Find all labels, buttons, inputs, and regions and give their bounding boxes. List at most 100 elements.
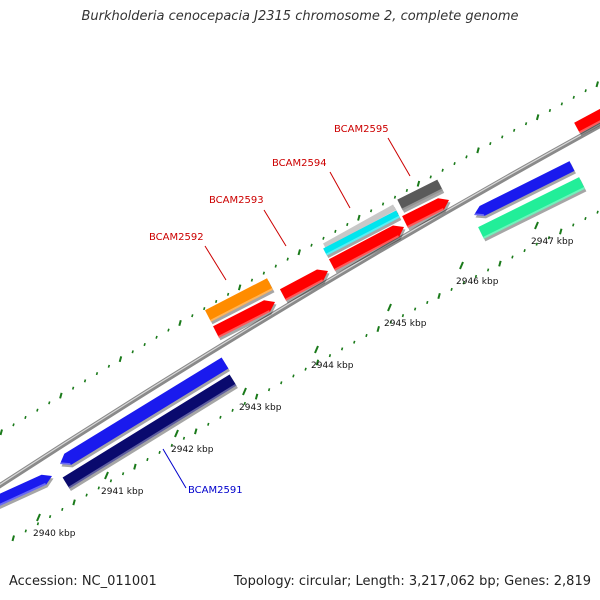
tick-mark	[315, 359, 320, 366]
tick-mark	[559, 228, 563, 235]
scale-tick: 2945 kbp	[384, 303, 427, 329]
tick-mark	[207, 422, 210, 426]
tick-mark	[167, 328, 170, 332]
gene-red-1[interactable]	[213, 300, 277, 341]
tick-mark	[334, 229, 337, 233]
tick-mark	[413, 307, 417, 311]
tick-mark	[297, 249, 301, 256]
tick-mark	[357, 214, 361, 221]
tick-mark	[36, 522, 40, 526]
tick-mark	[231, 408, 234, 412]
tick-mark	[11, 535, 15, 542]
chromosome-backbone	[0, 122, 600, 489]
scale-label: 2942 kbp	[171, 445, 214, 455]
tick-mark	[131, 350, 134, 354]
tick-mark	[286, 257, 289, 261]
gene-blue-left[interactable]	[0, 474, 54, 510]
tick-mark	[304, 367, 307, 371]
tick-mark	[214, 299, 218, 304]
tick-mark	[12, 423, 15, 427]
tick-mark	[203, 306, 206, 311]
tick-mark	[250, 278, 254, 282]
scale-label: 2947 kbp	[531, 237, 574, 247]
tick-mark	[437, 293, 441, 300]
scale-label: 2945 kbp	[384, 319, 427, 329]
tick-mark	[121, 472, 125, 476]
tick-mark	[381, 202, 385, 206]
tick-mark	[547, 236, 551, 240]
scale-label: 2941 kbp	[101, 487, 144, 497]
tick-mark	[369, 209, 373, 213]
tick-mark	[340, 347, 344, 351]
tick-mark	[24, 415, 27, 420]
gene-mint[interactable]	[478, 177, 587, 242]
tick-mark	[0, 429, 3, 436]
tick-mark	[572, 95, 575, 99]
tick-mark	[267, 388, 271, 392]
tick-mark	[158, 450, 161, 454]
tick-mark	[59, 392, 63, 399]
tick-mark	[535, 114, 540, 121]
tick-mark	[143, 342, 146, 347]
leader-line	[263, 209, 287, 247]
tick-mark	[274, 264, 277, 268]
gene-bcam2591-blue[interactable]	[58, 357, 230, 468]
tick-mark	[170, 443, 173, 447]
tick-mark	[489, 141, 492, 146]
tick-mark	[426, 300, 429, 305]
tick-mark	[322, 236, 325, 240]
tick-mark	[453, 161, 456, 166]
tick-mark	[595, 81, 599, 88]
scale-tick: 2947 kbp	[531, 221, 574, 247]
accession-text: Accession: NC_011001	[9, 574, 157, 589]
gene-label-bcam2593[interactable]: BCAM2593	[209, 195, 264, 206]
tick-mark	[511, 255, 514, 259]
tick-mark	[182, 436, 186, 440]
scale-tick: 2940 kbp	[33, 513, 76, 539]
gene-navy[interactable]	[62, 374, 238, 492]
gene-label-bcam2591[interactable]: BCAM2591	[188, 485, 243, 496]
gene-red-edge[interactable]	[574, 108, 600, 136]
tick-mark	[48, 515, 52, 519]
tick-mark	[262, 271, 266, 275]
gene-bcam2593[interactable]	[279, 269, 330, 304]
tick-mark	[226, 292, 230, 296]
tick-mark	[465, 155, 468, 159]
gene-blue-right[interactable]	[473, 161, 576, 219]
tick-mark	[254, 393, 259, 400]
tick-mark	[548, 108, 552, 113]
scale-tick: 2942 kbp	[171, 429, 214, 455]
gene-bcam2595[interactable]	[397, 179, 445, 213]
gene-label-bcam2592[interactable]: BCAM2592	[149, 232, 204, 243]
scale-label: 2940 kbp	[33, 529, 76, 539]
gene-red-3[interactable]	[402, 198, 451, 231]
leader-line	[162, 448, 187, 489]
tick-mark	[97, 486, 100, 490]
topology-summary: Topology: circular; Length: 3,217,062 bp…	[233, 574, 591, 589]
leader-line	[387, 137, 411, 177]
tick-mark	[155, 335, 158, 339]
tick-mark	[584, 89, 587, 93]
tick-mark	[133, 463, 137, 470]
tick-mark	[95, 372, 99, 376]
tick-mark	[85, 493, 88, 497]
gene-red-2[interactable]	[328, 225, 406, 274]
tick-mark	[243, 401, 246, 406]
tick-mark	[389, 320, 392, 324]
tick-mark	[501, 135, 504, 139]
scale-tick: 2941 kbp	[101, 471, 144, 497]
tick-mark	[450, 287, 453, 291]
scale-label: 2946 kbp	[456, 277, 499, 287]
tick-mark	[486, 268, 490, 272]
map-title: Burkholderia cenocepacia J2315 chromosom…	[81, 9, 519, 24]
tick-mark	[48, 401, 51, 405]
gene-label-bcam2595[interactable]: BCAM2595	[334, 124, 389, 135]
tick-mark	[310, 243, 313, 247]
tick-mark	[178, 319, 182, 327]
gene-bcam2592[interactable]	[205, 278, 275, 325]
tick-mark	[219, 415, 222, 419]
gene-cyan[interactable]	[323, 210, 402, 259]
leader-line	[329, 171, 351, 209]
tick-mark	[401, 314, 405, 318]
gene-label-bcam2594[interactable]: BCAM2594	[272, 158, 327, 169]
